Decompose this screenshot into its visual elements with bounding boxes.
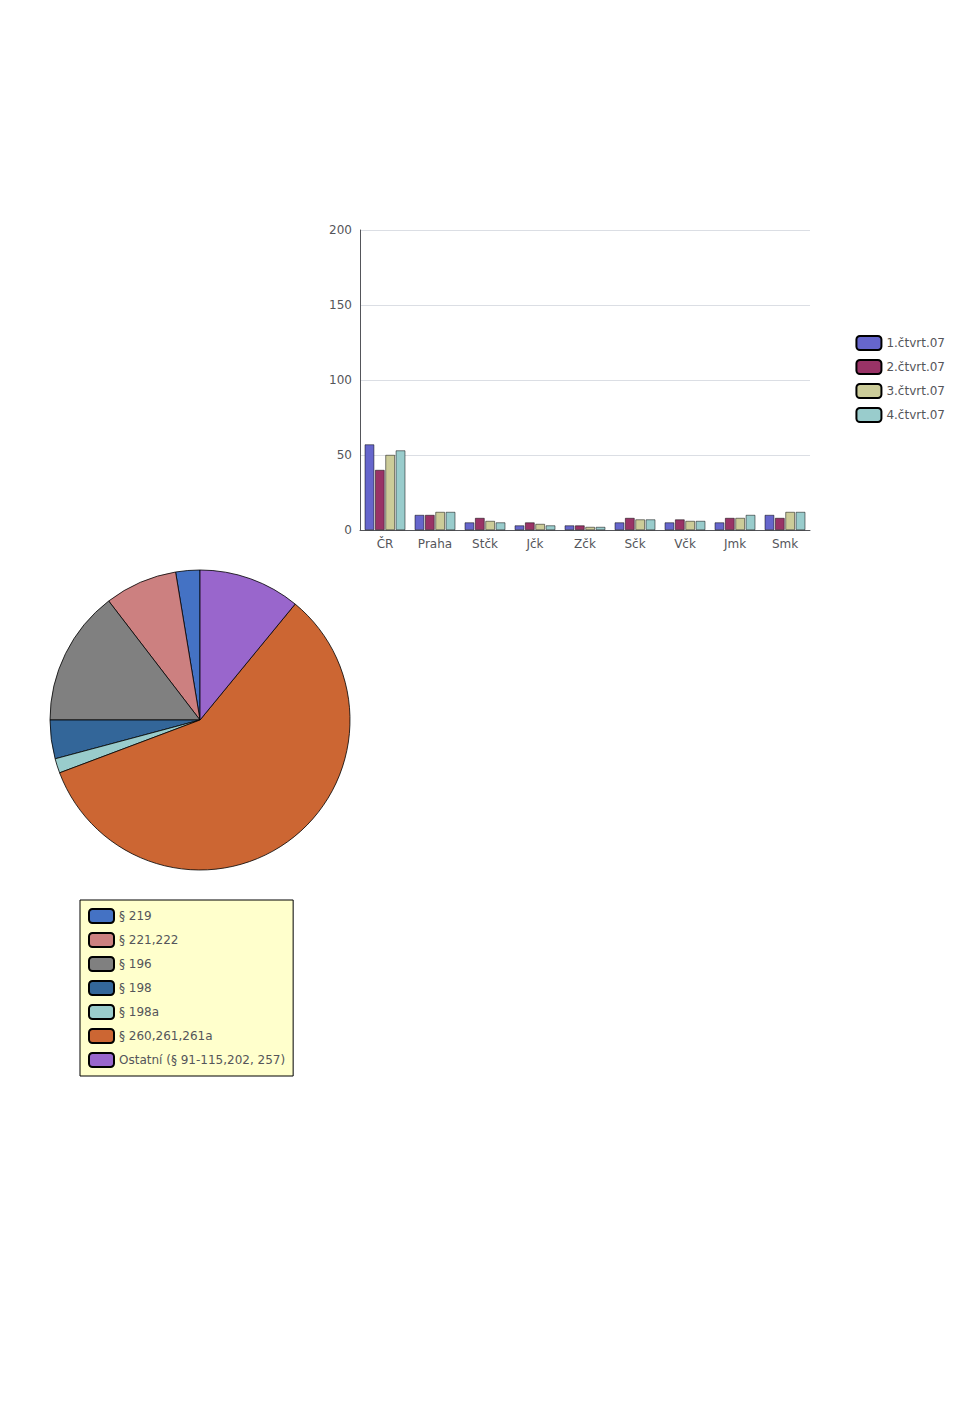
- svg-text:4.čtvrt.07: 4.čtvrt.07: [886, 408, 945, 422]
- svg-text:Praha: Praha: [418, 537, 452, 551]
- svg-text:§ 198a: § 198a: [119, 1005, 159, 1019]
- svg-text:§ 196: § 196: [119, 957, 152, 971]
- svg-text:Zčk: Zčk: [574, 537, 596, 551]
- svg-text:200: 200: [329, 223, 352, 237]
- svg-text:0: 0: [344, 523, 352, 537]
- svg-text:150: 150: [329, 298, 352, 312]
- svg-text:Jčk: Jčk: [525, 537, 543, 551]
- svg-text:2.čtvrt.07: 2.čtvrt.07: [886, 360, 945, 374]
- svg-text:Stčk: Stčk: [472, 537, 498, 551]
- svg-text:§ 221,222: § 221,222: [119, 933, 178, 947]
- svg-text:Smk: Smk: [772, 537, 798, 551]
- svg-text:§ 198: § 198: [119, 981, 152, 995]
- svg-text:§ 219: § 219: [119, 909, 152, 923]
- svg-text:Ostatní (§ 91-115,202, 257): Ostatní (§ 91-115,202, 257): [119, 1053, 285, 1067]
- svg-text:Jmk: Jmk: [723, 537, 746, 551]
- svg-text:50: 50: [337, 448, 352, 462]
- svg-text:1.čtvrt.07: 1.čtvrt.07: [886, 336, 945, 350]
- svg-text:Sčk: Sčk: [624, 537, 645, 551]
- svg-text:3.čtvrt.07: 3.čtvrt.07: [886, 384, 945, 398]
- svg-text:Včk: Včk: [674, 537, 696, 551]
- svg-text:ČR: ČR: [377, 536, 394, 551]
- svg-text:§ 260,261,261a: § 260,261,261a: [119, 1029, 213, 1043]
- svg-text:100: 100: [329, 373, 352, 387]
